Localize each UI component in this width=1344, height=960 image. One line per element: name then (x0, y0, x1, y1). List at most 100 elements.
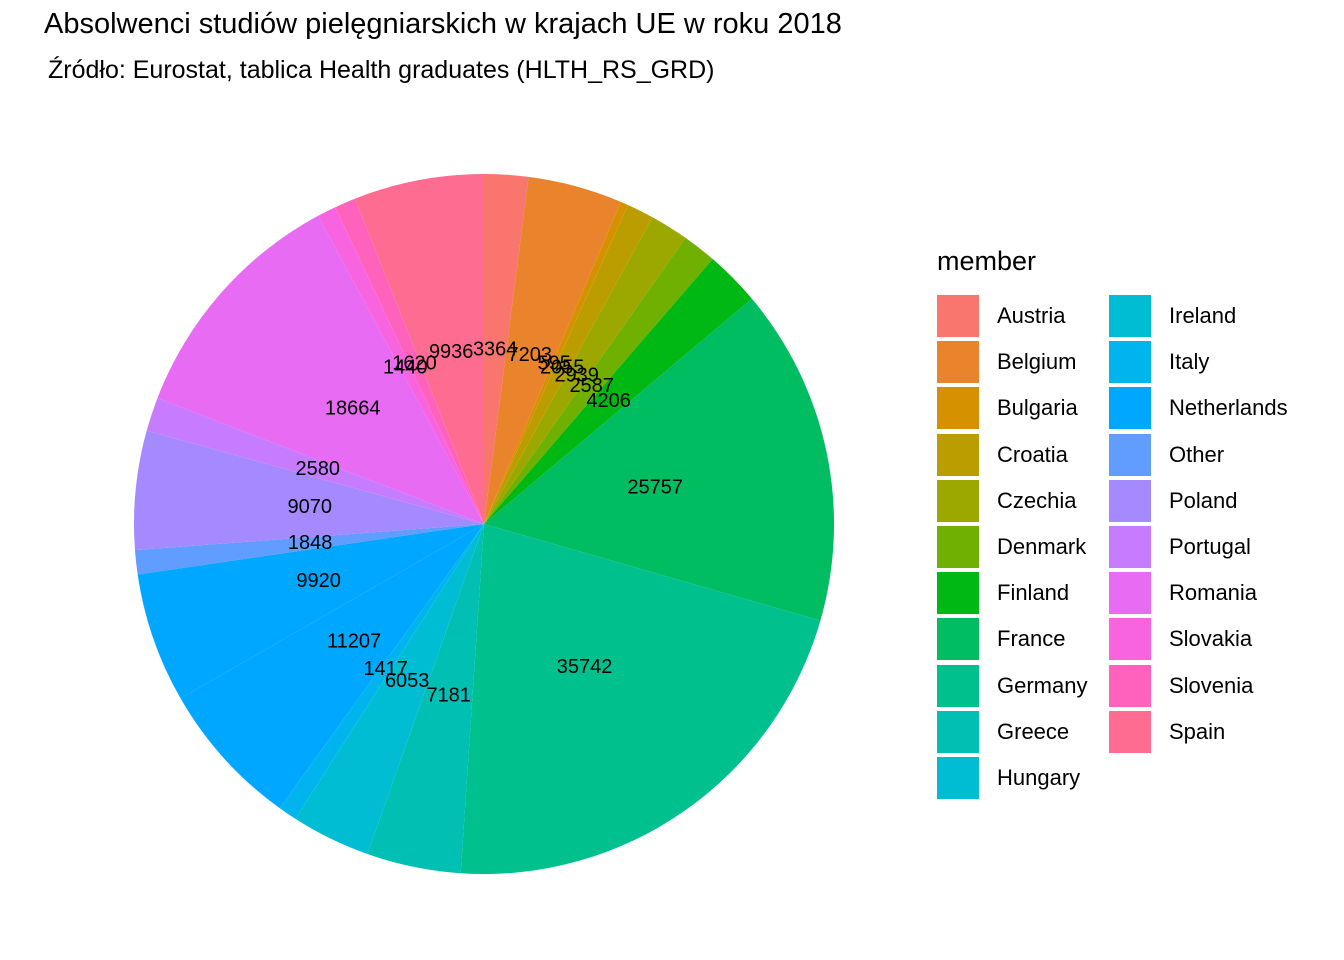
legend-label: Belgium (997, 349, 1077, 375)
legend-label: Ireland (1169, 303, 1237, 329)
pie-slice-slovakia (318, 207, 484, 524)
legend-label: Finland (997, 580, 1070, 606)
legend-swatch (937, 341, 979, 384)
legend-swatch (937, 295, 979, 338)
pie-slice-czechia (484, 217, 686, 524)
legend-item-spain: Spain (1109, 709, 1281, 755)
legend-column: Ireland Italy Netherlands Other Poland Portug… (1109, 293, 1288, 801)
legend-swatch (1109, 664, 1151, 707)
pie-slice-denmark (484, 237, 713, 524)
legend-label: France (997, 626, 1066, 652)
slice-value-label: 2939 (554, 365, 599, 387)
legend-swatch (937, 572, 979, 615)
legend-swatch (937, 479, 979, 522)
legend-item-belgium: Belgium (937, 339, 1109, 385)
legend-columns: Austria Belgium Bulgaria Croatia Czechia Denm… (937, 293, 1288, 801)
slice-value-label: 1620 (392, 352, 437, 374)
legend-label: Romania (1169, 580, 1258, 606)
legend-swatch (1109, 618, 1151, 661)
legend-label: Croatia (997, 441, 1068, 467)
legend-item-poland: Poland (1109, 478, 1281, 524)
slice-value-label: 1440 (383, 357, 428, 379)
pie-slice-ireland (279, 524, 484, 819)
pie-slice-portugal (146, 398, 484, 524)
legend-title: member (937, 246, 1037, 276)
slice-value-label: 2580 (296, 458, 341, 480)
pie-slice-austria (484, 173, 529, 524)
legend-swatch (937, 526, 979, 569)
legend-item-slovenia: Slovenia (1109, 663, 1281, 709)
legend-label: Austria (997, 303, 1066, 329)
legend-item-ireland: Ireland (1109, 293, 1281, 339)
pie-slice-romania (157, 215, 484, 525)
slice-value-label: 7181 (426, 684, 471, 706)
legend-item-romania: Romania (1109, 570, 1281, 616)
legend-item-other: Other (1109, 432, 1281, 478)
legend-label: Poland (1169, 487, 1238, 513)
slice-value-label: 18664 (325, 397, 381, 419)
slice-value-label: 3364 (473, 338, 518, 360)
legend-label: Germany (997, 672, 1088, 698)
pie-slice-spain (355, 174, 484, 524)
legend-label: Czechia (997, 487, 1077, 513)
legend-swatch (937, 756, 979, 799)
legend-item-croatia: Croatia (937, 432, 1109, 478)
pie-slice-belgium (484, 176, 621, 524)
legend-label: Netherlands (1169, 395, 1288, 421)
slice-value-label: 9070 (288, 496, 333, 518)
legend-swatch (1109, 479, 1151, 522)
pie-slice-greece (367, 524, 484, 874)
legend-swatch (937, 710, 979, 753)
legend-swatch (1109, 710, 1151, 753)
legend-label: Portugal (1169, 534, 1251, 560)
legend-label: Spain (1169, 718, 1226, 744)
legend-item-germany: Germany (937, 663, 1109, 709)
legend-swatch (1109, 387, 1151, 430)
slice-value-label: 2055 (540, 356, 585, 378)
slice-value-label: 1848 (288, 532, 333, 554)
slice-value-label: 35742 (557, 656, 613, 678)
legend-swatch (1109, 433, 1151, 476)
legend-item-denmark: Denmark (937, 524, 1109, 570)
legend-item-portugal: Portugal (1109, 524, 1281, 570)
legend-swatch (937, 664, 979, 707)
legend-item-greece: Greece (937, 709, 1109, 755)
slice-value-label: 25757 (627, 477, 683, 499)
slice-value-label: 595 (538, 353, 571, 375)
legend-label: Italy (1169, 349, 1210, 375)
pie-slice-france (484, 298, 835, 621)
legend-label: Greece (997, 718, 1070, 744)
legend-swatch (1109, 295, 1151, 338)
pie-slice-netherlands (137, 524, 484, 699)
legend-item-france: France (937, 616, 1109, 662)
legend-item-netherlands: Netherlands (1109, 385, 1288, 431)
legend-label: Bulgaria (997, 395, 1078, 421)
legend-swatch (937, 433, 979, 476)
pie-slice-finland (484, 259, 752, 524)
pie-slice-other (134, 524, 484, 575)
legend-item-bulgaria: Bulgaria (937, 385, 1109, 431)
slice-value-label: 6053 (385, 670, 430, 692)
legend-item-austria: Austria (937, 293, 1109, 339)
slice-value-label: 11207 (327, 630, 381, 652)
legend-swatch (1109, 526, 1151, 569)
legend-item-italy: Italy (1109, 339, 1281, 385)
legend-item-finland: Finland (937, 570, 1109, 616)
chart-subtitle: Źródło: Eurostat, tablica Health graduat… (48, 56, 715, 84)
chart-title: Absolwenci studiów pielęgniarskich w kra… (44, 8, 842, 40)
slice-value-label: 1417 (363, 658, 408, 680)
legend-swatch (1109, 341, 1151, 384)
legend-swatch (1109, 572, 1151, 615)
legend-label: Slovenia (1169, 672, 1254, 698)
pie-slice-hungary (295, 524, 484, 855)
legend-item-hungary: Hungary (937, 755, 1109, 801)
legend-label: Slovakia (1169, 626, 1253, 652)
legend-label: Other (1169, 441, 1225, 467)
legend: member Austria Belgium Bulgaria Croatia Czec… (937, 246, 1288, 801)
pie-slice-italy (180, 524, 484, 809)
legend-item-czechia: Czechia (937, 478, 1109, 524)
pie-slice-poland (133, 430, 484, 551)
slice-value-label: 7203 (508, 344, 553, 366)
slice-value-label: 9920 (296, 570, 341, 592)
